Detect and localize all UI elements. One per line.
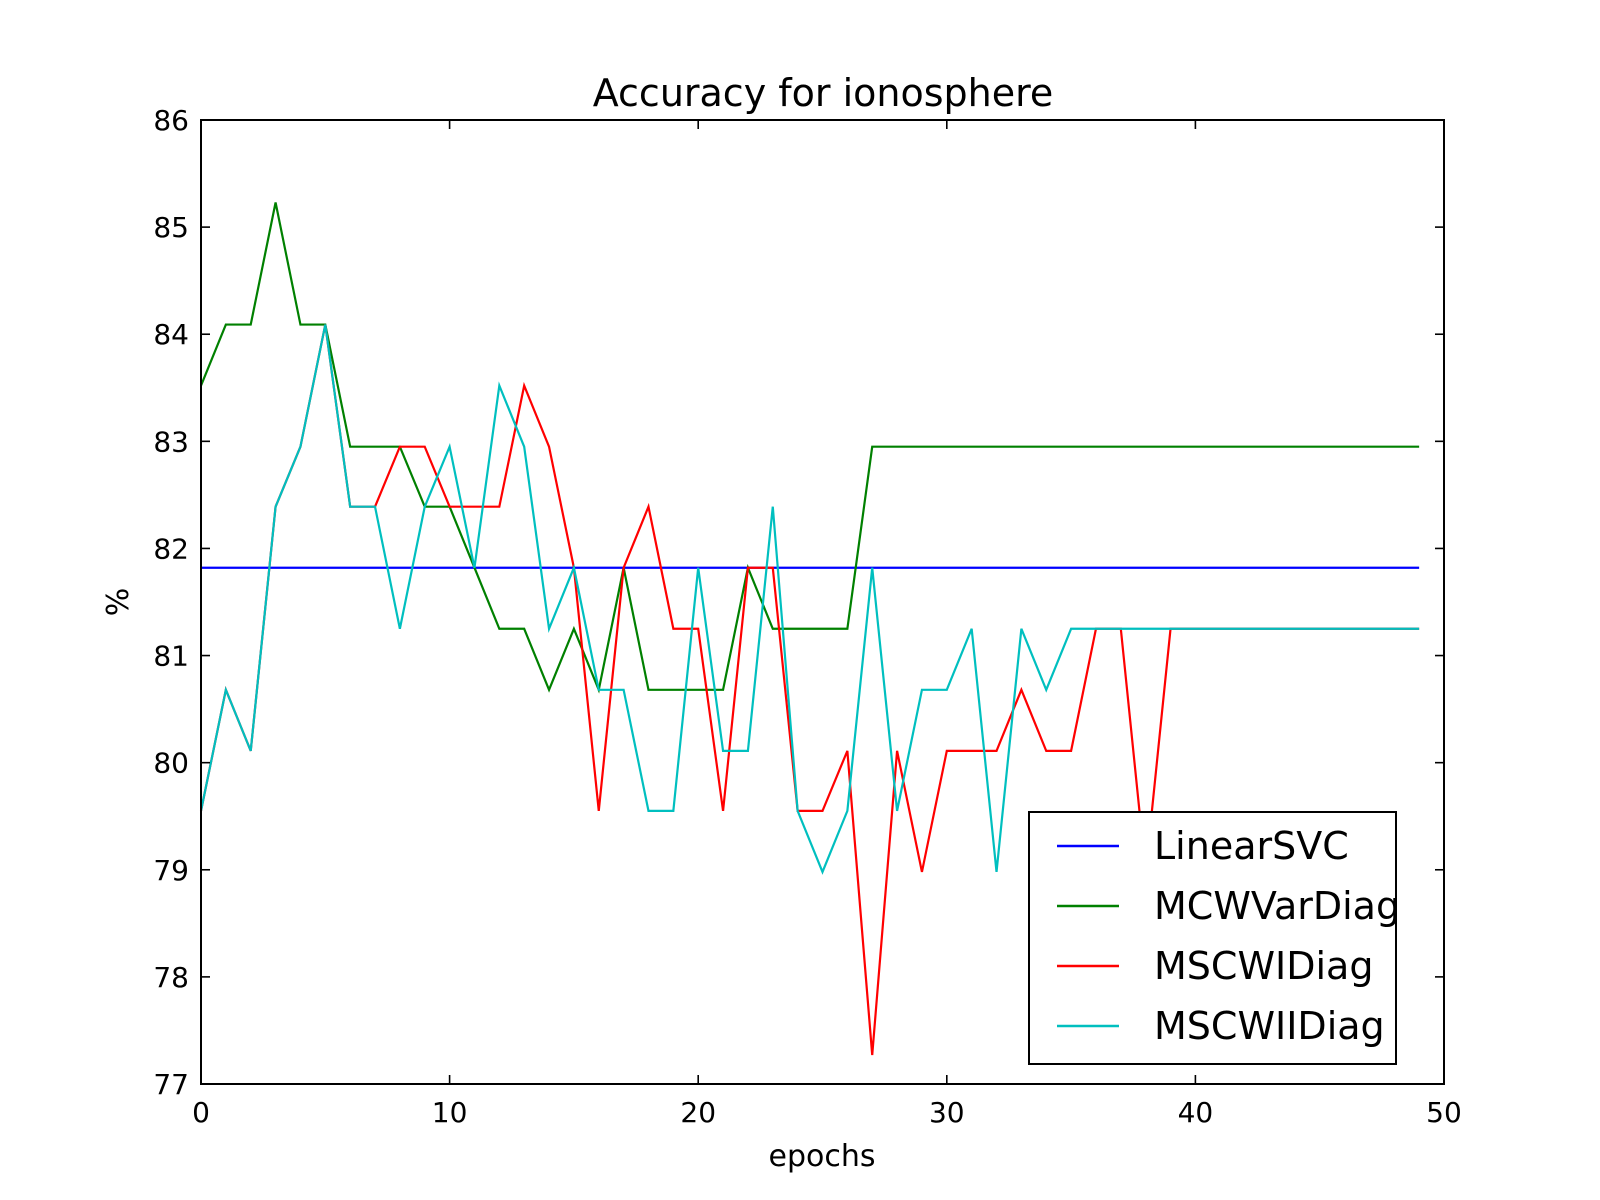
legend-label-mscwiidiag: MSCWIIDiag (1154, 1004, 1385, 1048)
y-tick-label: 79 (153, 854, 189, 887)
x-tick-label: 30 (929, 1096, 965, 1129)
x-tick-label: 50 (1426, 1096, 1462, 1129)
x-tick-label: 40 (1178, 1096, 1214, 1129)
legend-label-mscwidiag: MSCWIDiag (1154, 944, 1373, 988)
y-tick-label: 82 (153, 532, 189, 565)
y-tick-label: 80 (153, 747, 189, 780)
y-tick-label: 84 (153, 318, 189, 351)
y-tick-label: 77 (153, 1068, 189, 1101)
y-tick-label: 78 (153, 961, 189, 994)
legend-label-mcwvardiag: MCWVarDiag (1154, 884, 1400, 928)
legend-label-linearsvc: LinearSVC (1154, 824, 1349, 868)
plot-frame (200, 119, 1445, 1085)
y-tick-label: 85 (153, 211, 189, 244)
x-axis-label: epochs (769, 1139, 876, 1174)
series-layer (199, 202, 1420, 1056)
legend: LinearSVC MCWVarDiag MSCWIDiag MSCWIIDiag (1028, 811, 1400, 1065)
y-axis-label: % (101, 588, 136, 617)
series-line-mcwvardiag (199, 202, 1420, 694)
chart-title: Accuracy for ionosphere (593, 71, 1054, 115)
x-tick-label: 20 (680, 1096, 716, 1129)
legend-box (1028, 811, 1397, 1065)
y-tick-label: 86 (153, 104, 189, 137)
axis-layer: 0 10 20 30 40 50 77 78 79 80 81 82 83 84 85 86 (153, 104, 1461, 1129)
y-tick-label: 81 (153, 640, 189, 673)
y-tick-label: 83 (153, 425, 189, 458)
series-line-mscwiidiag (199, 324, 1420, 875)
x-tick-label: 0 (192, 1096, 210, 1129)
x-tick-label: 10 (432, 1096, 468, 1129)
